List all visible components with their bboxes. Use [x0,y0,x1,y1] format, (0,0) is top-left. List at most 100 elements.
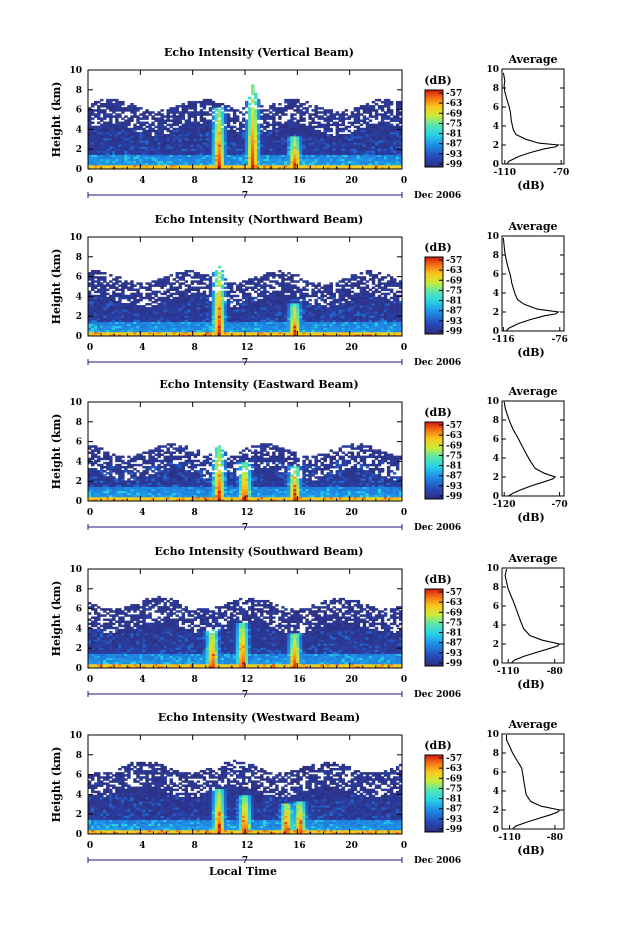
heatmap-cell [187,311,192,314]
heatmap-cell [317,152,321,155]
heatmap-cell [254,100,258,104]
heatmap-cell [214,123,219,127]
heatmap-cell [335,125,339,129]
heatmap-cell [290,121,294,125]
heatmap-cell [199,150,204,153]
heatmap-cell [263,125,267,129]
heatmap-cell [175,327,179,331]
colorbar-band [425,124,443,128]
heatmap-cell [103,329,107,333]
heatmap-cell [91,272,95,275]
heatmap-cell [187,331,192,335]
heatmap-cell [112,323,116,327]
heatmap-cell [302,166,306,170]
heatmap-cell [311,146,315,149]
heatmap-cell [254,133,258,137]
heatmap-cell [199,148,204,151]
heatmap-cell [100,117,104,120]
heatmap-cell [115,282,119,285]
heatmap-cell [205,100,210,104]
colorbar-band [425,91,443,95]
heatmap-cell [284,138,288,141]
heatmap-cell [97,100,101,104]
heatmap-cell [112,133,116,137]
colorbar-tick-label: -93 [446,150,462,160]
heatmap-cell [187,329,192,333]
heatmap-cell [245,103,249,106]
heatmap-cell [226,148,231,151]
heatmap-cell [263,109,267,112]
heatmap-cell [232,131,237,135]
heatmap-cell [157,309,161,312]
heatmap-cell [148,156,152,160]
heatmap-cell [257,127,261,131]
heatmap-cell [166,160,170,164]
heatmap-cell [202,154,207,158]
heatmap-cell [380,162,385,166]
heatmap-cell [196,315,201,318]
heatmap-cell [226,160,231,164]
heatmap-cell [100,127,104,131]
heatmap-cell [311,160,315,164]
heatmap-cell [208,321,213,325]
heatmap-cell [118,154,122,158]
heatmap-cell [257,123,261,127]
heatmap-cell [248,154,252,158]
heatmap-cell [226,133,231,137]
heatmap-cell [314,162,318,166]
heatmap-cell [115,315,119,318]
heatmap-cell [398,121,403,125]
heatmap-cell [145,136,149,139]
heatmap-cell [88,115,92,118]
heatmap-cell [91,111,95,114]
heatmap-cell [296,146,300,149]
heatmap-cell [220,146,225,149]
heatmap-cell [326,144,330,147]
heatmap-cell [127,331,131,335]
heatmap-cell [386,133,391,137]
heatmap-cell [115,133,119,137]
heatmap-cell [368,140,373,143]
heatmap-cell [139,107,143,110]
heatmap-cell [305,150,309,153]
heatmap-cell [377,148,382,151]
heatmap-cell [163,144,167,147]
heatmap-cell [311,148,315,151]
heatmap-cell [127,315,131,318]
heatmap-cell [100,146,104,149]
heatmap-cell [205,309,210,312]
heatmap-cell [118,140,122,143]
heatmap-cell [269,131,273,135]
heatmap-cell [151,156,155,160]
heatmap-cell [335,140,339,143]
heatmap-cell [257,278,261,281]
heatmap-cell [100,298,104,302]
heatmap-cell [202,150,207,153]
heatmap-cell [175,313,179,316]
heatmap-cell [184,127,189,131]
heatmap-cell [232,290,237,294]
heatmap-cell [386,152,391,155]
heatmap-cell [124,107,128,110]
heatmap-cell [115,164,119,168]
heatmap-cell [166,158,170,162]
heatmap-cell [254,156,258,160]
heatmap-cell [94,103,98,106]
heatmap-cell [347,160,352,164]
heatmap-cell [245,292,249,296]
heatmap-cell [275,152,279,155]
heatmap-cell [136,140,140,143]
heatmap-cell [130,148,134,151]
heatmap-cell [112,321,116,325]
heatmap-cell [160,300,164,304]
heatmap-cell [386,140,391,143]
heatmap-cell [341,148,346,151]
heatmap-cell [130,307,134,310]
heatmap-cell [308,133,312,137]
heatmap-cell [115,160,119,164]
heatmap-cell [380,146,385,149]
heatmap-cell [166,113,170,116]
heatmap-cell [184,321,189,325]
heatmap-cell [281,142,285,145]
heatmap-cell [223,117,228,120]
